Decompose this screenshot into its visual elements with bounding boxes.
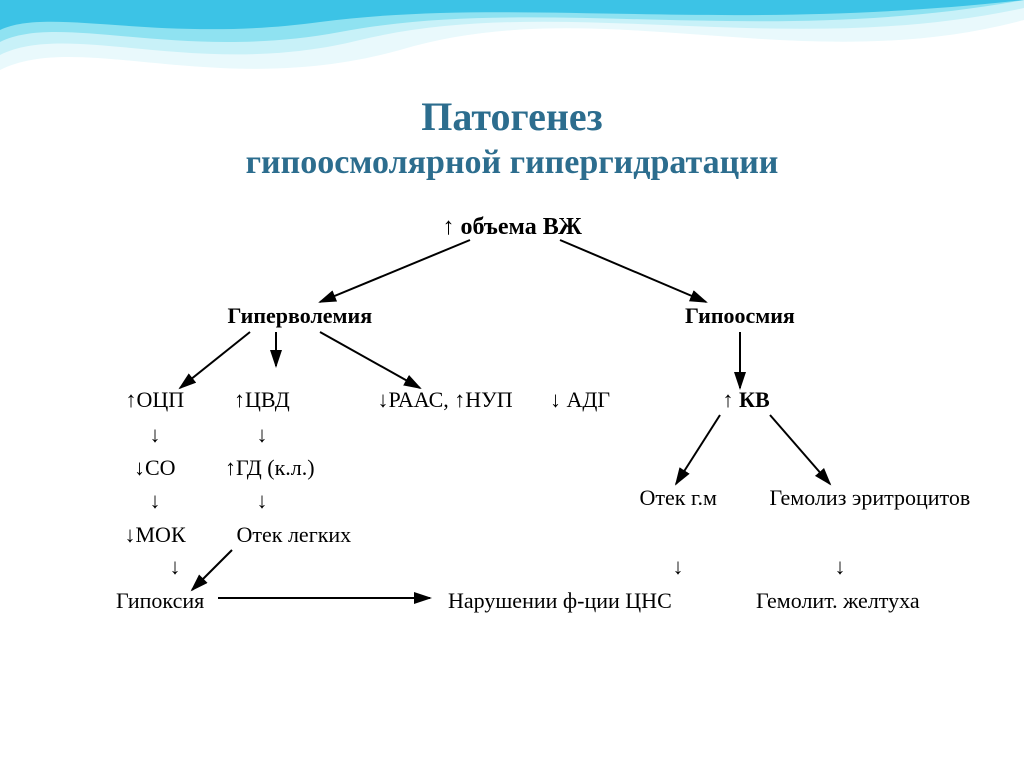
node-adg: ↓ АДГ [550,387,610,413]
node-cvd: ↑ЦВД [234,387,290,413]
node-gd_da: ↓ [257,488,268,514]
node-hypervol: Гиперволемия [228,303,373,329]
node-zhelt: Гемолит. желтуха [756,588,920,614]
node-hem_da: ↓ [835,554,846,580]
node-gd: ↑ГД (к.л.) [225,455,315,481]
arrow-5 [320,332,420,388]
node-mok: ↓МОК [125,522,186,548]
node-gipoks: Гипоксия [116,588,204,614]
node-mok_da: ↓ [170,554,181,580]
node-gemol: Гемолиз эритроцитов [770,485,971,511]
arrow-3 [180,332,250,388]
arrow-7 [770,415,830,484]
arrow-0 [320,240,470,302]
node-cns: Нарушении ф-ции ЦНС [448,588,672,614]
slide-title: Патогенез гипоосмолярной гипергидратации [0,92,1024,185]
node-hypoosm: Гипоосмия [685,303,795,329]
node-root: ↑ объема ВЖ [443,214,582,241]
node-kv: ↑ КВ [723,387,770,413]
node-ocp_da: ↓ [150,422,161,448]
slide-stage: Патогенез гипоосмолярной гипергидратации… [0,0,1024,767]
arrow-1 [560,240,706,302]
arrow-6 [676,415,720,484]
node-gm_da: ↓ [673,554,684,580]
title-line-2: гипоосмолярной гипергидратации [0,142,1024,185]
node-otekl: Отек легких [237,522,352,548]
node-ocp: ↑ОЦП [126,387,185,413]
node-cvd_da: ↓ [257,422,268,448]
node-otekgm: Отек г.м [640,485,717,511]
node-raas: ↓РААС, ↑НУП [378,387,513,413]
node-co_da: ↓ [150,488,161,514]
arrow-8 [192,550,232,590]
node-co: ↓СО [134,455,176,481]
title-line-1: Патогенез [0,92,1024,142]
